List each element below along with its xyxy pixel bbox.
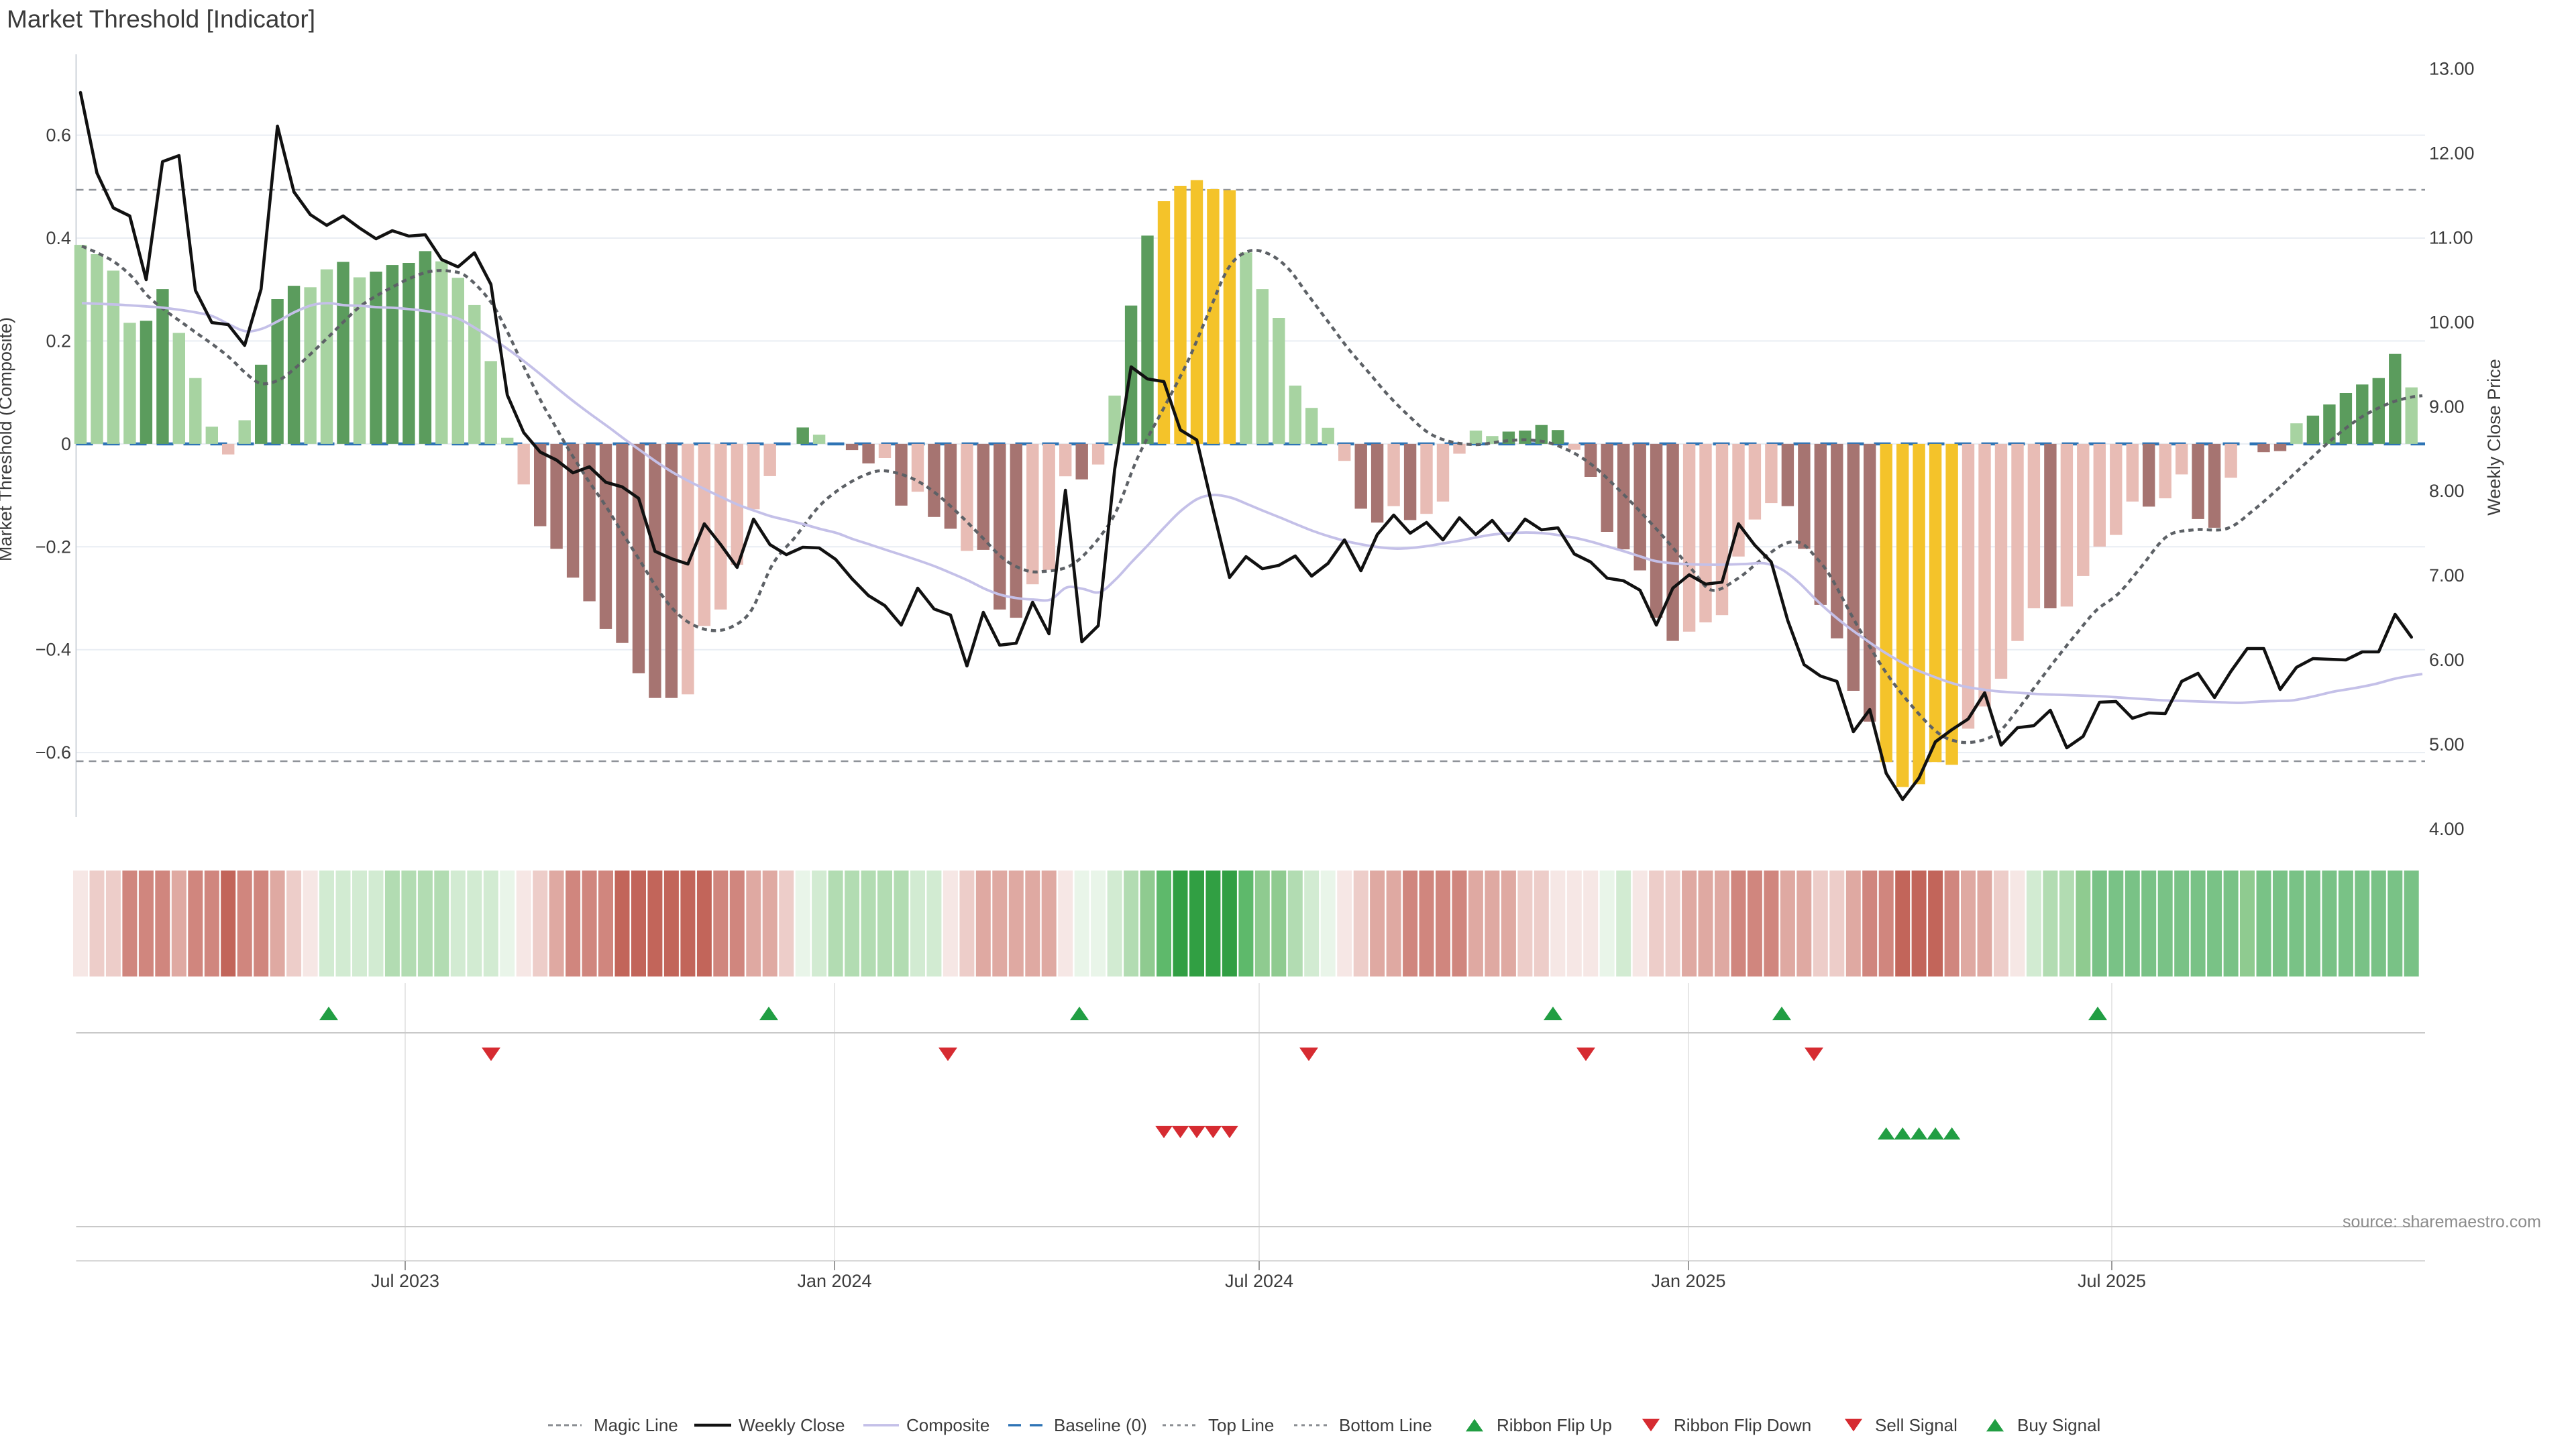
- svg-text:Composite: Composite: [906, 1415, 989, 1435]
- svg-text:8.00: 8.00: [2429, 481, 2465, 501]
- svg-text:6.00: 6.00: [2429, 650, 2465, 670]
- svg-text:Market Threshold [Indicator]: Market Threshold [Indicator]: [7, 5, 315, 33]
- svg-text:0.4: 0.4: [46, 228, 71, 248]
- svg-text:Jan 2024: Jan 2024: [797, 1271, 871, 1291]
- svg-text:12.00: 12.00: [2429, 144, 2475, 164]
- svg-text:9.00: 9.00: [2429, 396, 2465, 416]
- svg-text:11.00: 11.00: [2429, 228, 2473, 248]
- svg-text:Baseline (0): Baseline (0): [1054, 1415, 1147, 1435]
- svg-text:0.6: 0.6: [46, 125, 71, 146]
- svg-text:Buy Signal: Buy Signal: [2017, 1415, 2100, 1435]
- svg-text:source: sharemaestro.com: source: sharemaestro.com: [2343, 1213, 2541, 1231]
- svg-text:Top Line: Top Line: [1208, 1415, 1274, 1435]
- svg-text:0: 0: [61, 434, 71, 454]
- svg-text:Jul 2024: Jul 2024: [1225, 1271, 1293, 1291]
- svg-text:Weekly Close: Weekly Close: [739, 1415, 845, 1435]
- svg-text:Ribbon Flip Down: Ribbon Flip Down: [1674, 1415, 1811, 1435]
- svg-text:Bottom Line: Bottom Line: [1339, 1415, 1432, 1435]
- svg-text:7.00: 7.00: [2429, 565, 2465, 585]
- svg-text:5.00: 5.00: [2429, 734, 2465, 755]
- svg-text:0.2: 0.2: [46, 331, 71, 351]
- svg-text:4.00: 4.00: [2429, 819, 2465, 839]
- svg-text:Magic Line: Magic Line: [594, 1415, 678, 1435]
- svg-text:Jan 2025: Jan 2025: [1651, 1271, 1725, 1291]
- svg-text:13.00: 13.00: [2429, 59, 2475, 79]
- svg-text:10.00: 10.00: [2429, 312, 2475, 332]
- svg-text:−0.2: −0.2: [36, 537, 71, 557]
- svg-text:−0.6: −0.6: [36, 742, 71, 763]
- svg-text:Sell Signal: Sell Signal: [1875, 1415, 1957, 1435]
- svg-text:Weekly Close Price: Weekly Close Price: [2484, 359, 2504, 516]
- svg-text:Jul 2023: Jul 2023: [371, 1271, 439, 1291]
- svg-text:−0.4: −0.4: [36, 640, 71, 660]
- svg-text:Market Threshold (Composite): Market Threshold (Composite): [0, 317, 15, 561]
- svg-text:Ribbon Flip Up: Ribbon Flip Up: [1497, 1415, 1612, 1435]
- svg-text:Jul 2025: Jul 2025: [2078, 1271, 2146, 1291]
